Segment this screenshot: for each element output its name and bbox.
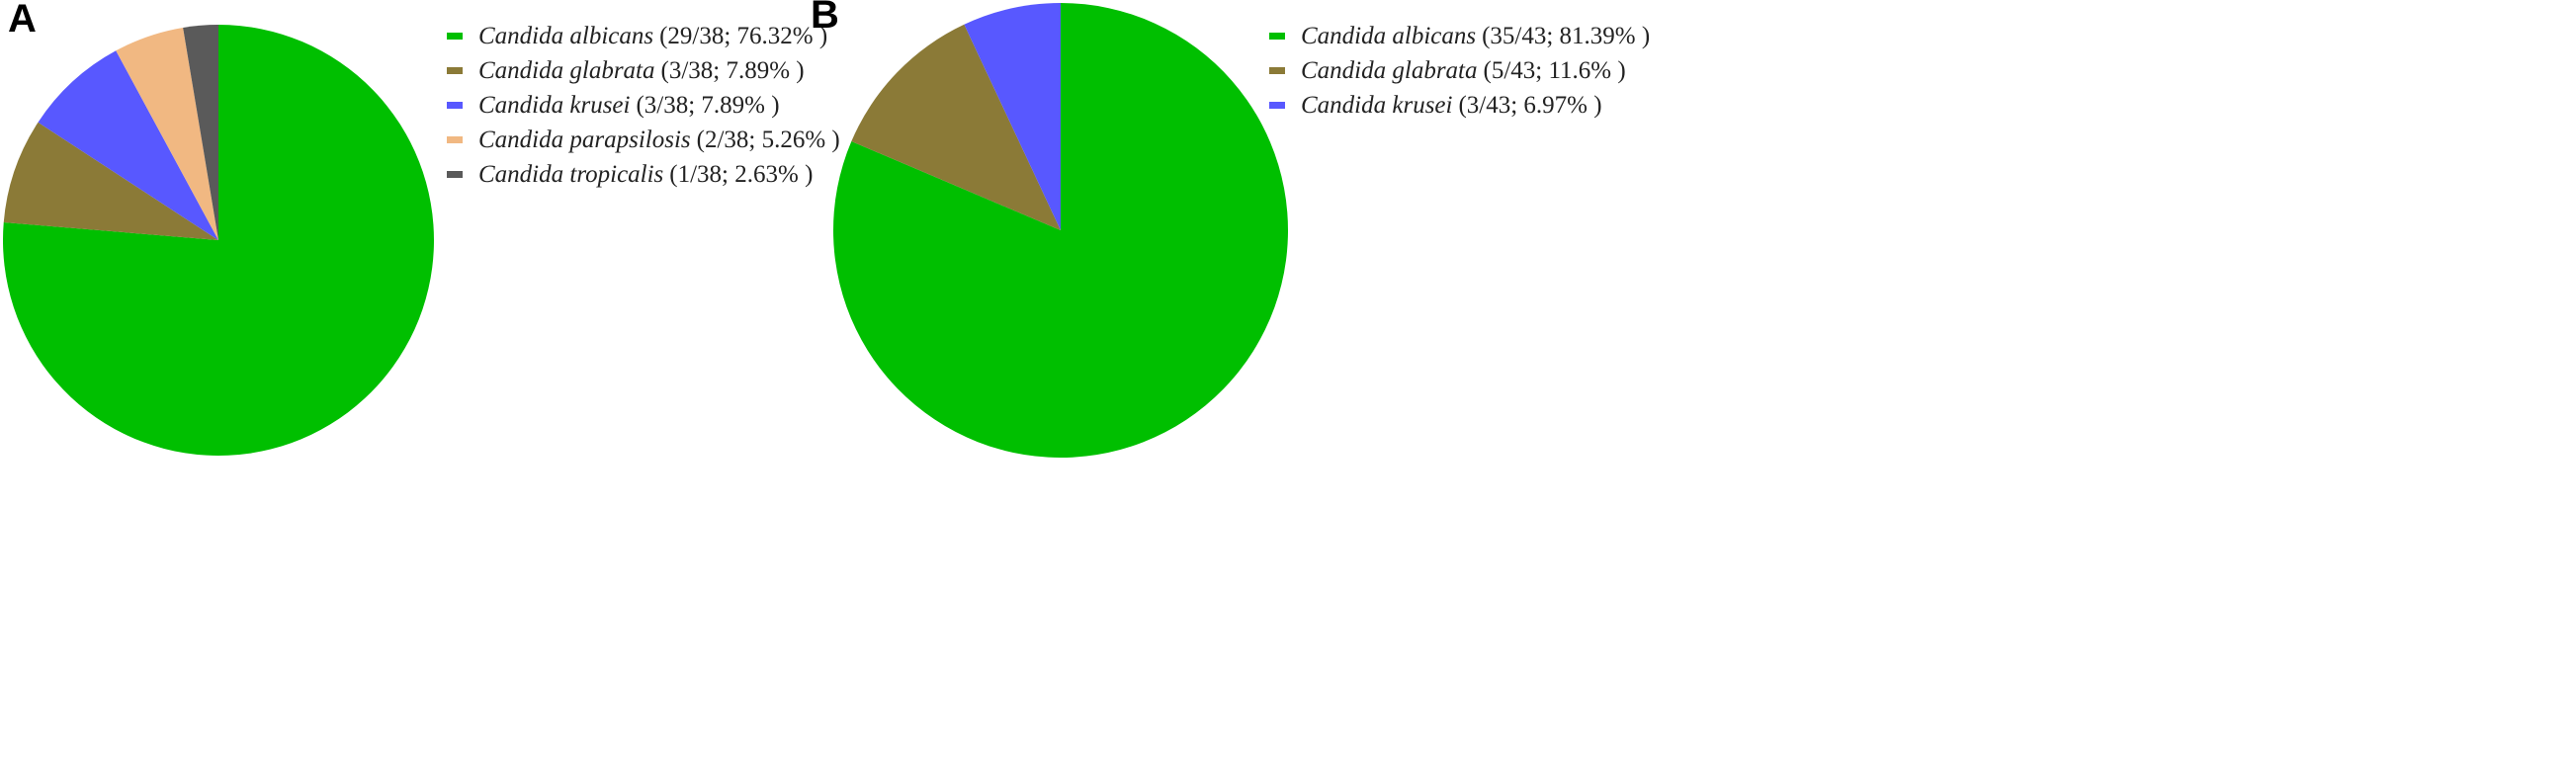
legend-species-name: Candida krusei xyxy=(1301,92,1453,119)
legend-count-percent: (35/43; 81.39% ) xyxy=(1482,23,1650,49)
legend-swatch xyxy=(447,136,463,143)
pie-slice-candida-albicans xyxy=(833,2,1289,458)
legend-label: Candida glabrata (5/43; 11.6% ) xyxy=(1301,57,1626,84)
legend-swatch xyxy=(447,171,463,178)
legend-count-percent: (29/38; 76.32% ) xyxy=(659,23,827,49)
legend-label: Candida albicans (29/38; 76.32% ) xyxy=(478,23,827,49)
legend-item-candida-krusei: Candida krusei (3/43; 6.97% ) xyxy=(1269,92,1602,119)
legend-label: Candida albicans (35/43; 81.39% ) xyxy=(1301,23,1650,49)
pie-slice-candida-glabrata xyxy=(851,24,1061,230)
legend-species-name: Candida albicans xyxy=(1301,23,1476,49)
legend-label: Candida glabrata (3/38; 7.89% ) xyxy=(478,57,805,84)
legend-swatch xyxy=(447,33,463,40)
legend-species-name: Candida krusei xyxy=(478,92,631,119)
legend-species-name: Candida glabrata xyxy=(1301,57,1478,84)
pie-panel-a: A Candida albicans (29/38; 76.32% )Candida… xyxy=(2,0,840,457)
pie-slice-candida-glabrata xyxy=(3,122,218,240)
legend-label: Candida krusei (3/38; 7.89% ) xyxy=(478,92,780,119)
pie-slice-candida-krusei xyxy=(38,50,218,240)
legend-item-candida-tropicalis: Candida tropicalis (1/38; 2.63% ) xyxy=(447,161,813,188)
panel-label-a: A xyxy=(8,0,37,41)
legend-swatch xyxy=(447,67,463,74)
legend-count-percent: (3/38; 7.89% ) xyxy=(661,57,805,84)
legend-swatch xyxy=(1269,102,1285,109)
legend-species-name: Candida parapsilosis xyxy=(478,127,691,153)
legend-item-candida-krusei: Candida krusei (3/38; 7.89% ) xyxy=(447,92,780,119)
legend-species-name: Candida albicans xyxy=(478,23,653,49)
legend-count-percent: (2/38; 5.26% ) xyxy=(697,127,840,153)
legend-species-name: Candida tropicalis xyxy=(478,161,663,188)
legend-item-candida-albicans: Candida albicans (29/38; 76.32% ) xyxy=(447,23,827,49)
legend-count-percent: (3/38; 7.89% ) xyxy=(636,92,779,119)
legend-item-candida-parapsilosis: Candida parapsilosis (2/38; 5.26% ) xyxy=(447,127,840,153)
legend-label: Candida tropicalis (1/38; 2.63% ) xyxy=(478,161,813,188)
legend-label: Candida parapsilosis (2/38; 5.26% ) xyxy=(478,127,840,153)
legend-count-percent: (5/43; 11.6% ) xyxy=(1484,57,1626,84)
legend-count-percent: (1/38; 2.63% ) xyxy=(669,161,813,188)
legend-item-candida-glabrata: Candida glabrata (3/38; 7.89% ) xyxy=(447,57,805,84)
legend-count-percent: (3/43; 6.97% ) xyxy=(1458,92,1601,119)
pie-slice-candida-parapsilosis xyxy=(116,27,218,240)
pie-slice-candida-tropicalis xyxy=(183,25,218,240)
legend-item-candida-glabrata: Candida glabrata (5/43; 11.6% ) xyxy=(1269,57,1626,84)
legend-swatch xyxy=(1269,67,1285,74)
legend-b: Candida albicans (35/43; 81.39% )Candida … xyxy=(1269,23,1650,119)
legend-a: Candida albicans (29/38; 76.32% )Candida … xyxy=(447,23,840,188)
legend-swatch xyxy=(1269,33,1285,40)
legend-label: Candida krusei (3/43; 6.97% ) xyxy=(1301,92,1602,119)
legend-item-candida-albicans: Candida albicans (35/43; 81.39% ) xyxy=(1269,23,1650,49)
legend-swatch xyxy=(447,102,463,109)
pie-slice-candida-albicans xyxy=(2,25,434,457)
pie-panel-b: B Candida albicans (35/43; 81.39% )Candida… xyxy=(811,0,1650,458)
pie-slice-candida-krusei xyxy=(964,3,1061,230)
legend-species-name: Candida glabrata xyxy=(478,57,655,84)
panel-label-b: B xyxy=(811,0,839,37)
